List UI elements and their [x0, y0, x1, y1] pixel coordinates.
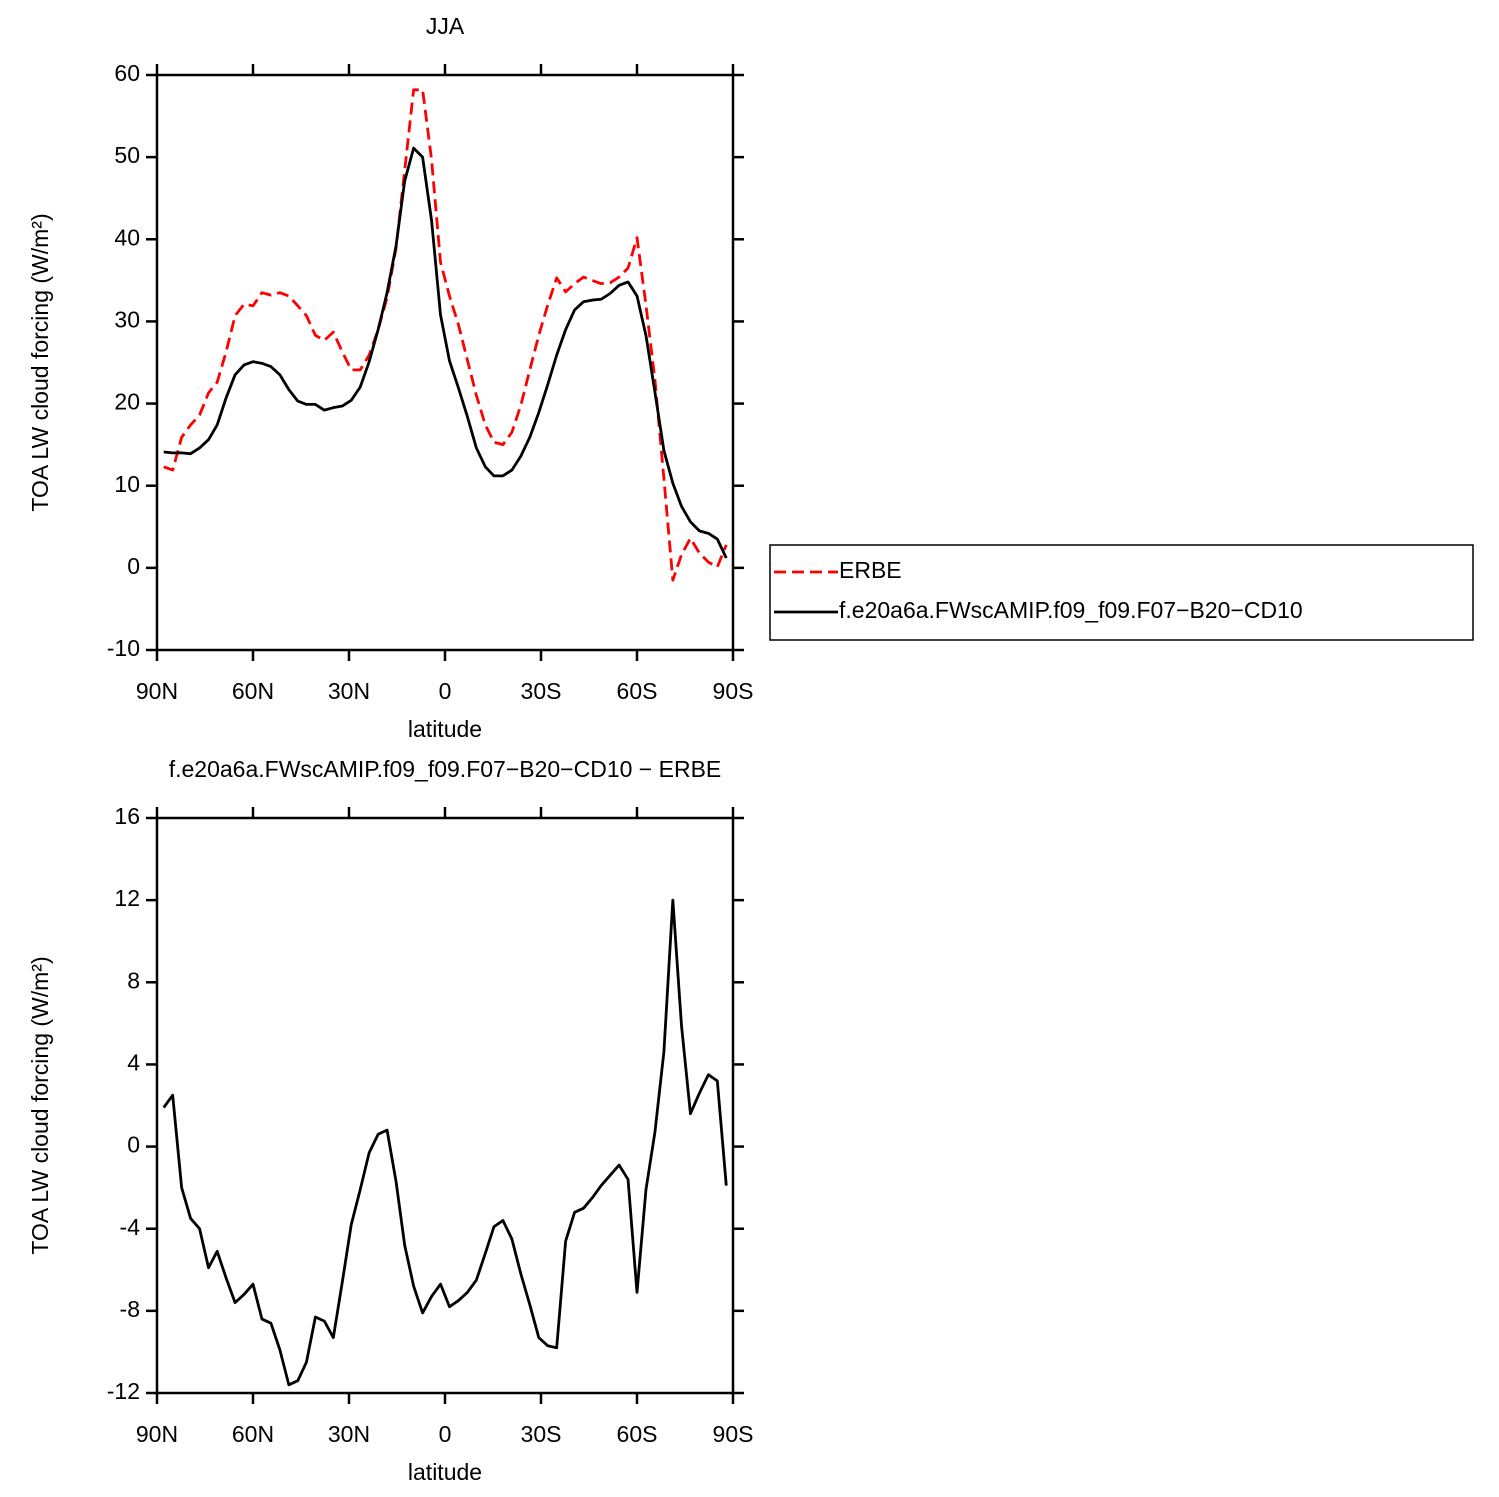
y-axis-label: TOA LW cloud forcing (W/m²): [27, 956, 53, 1254]
x-tick-label: 30N: [328, 1421, 370, 1447]
y-tick-label: 0: [127, 553, 140, 579]
x-tick-label: 90N: [136, 678, 178, 704]
legend-label: f.e20a6a.FWscAMIP.f09_f09.F07−B20−CD10: [839, 597, 1303, 623]
y-axis-label: TOA LW cloud forcing (W/m²): [27, 213, 53, 511]
x-tick-label: 90N: [136, 1421, 178, 1447]
y-tick-label: 30: [114, 307, 140, 333]
chart-title: f.e20a6a.FWscAMIP.f09_f09.F07−B20−CD10 −…: [169, 756, 722, 782]
y-tick-label: 8: [127, 967, 140, 993]
legend-box: [769, 544, 1474, 641]
x-tick-label: 30S: [521, 678, 562, 704]
x-tick-label: 90S: [713, 678, 754, 704]
plot-frame: [155, 816, 735, 1395]
y-tick-label: -4: [120, 1214, 141, 1240]
x-tick-label: 90S: [713, 1421, 754, 1447]
y-tick-label: 60: [114, 60, 140, 86]
data-line: [162, 898, 728, 1387]
y-tick-label: 40: [114, 224, 140, 250]
y-tick-label: -12: [107, 1378, 140, 1404]
y-tick-label: 0: [127, 1132, 140, 1158]
x-axis-label: latitude: [408, 1459, 482, 1485]
x-tick-label: 30S: [521, 1421, 562, 1447]
chart-title: JJA: [426, 13, 465, 39]
y-tick-label: 20: [114, 389, 140, 415]
plot-frame: [155, 73, 735, 652]
legend-label: ERBE: [839, 557, 902, 583]
y-tick-label: -8: [120, 1296, 140, 1322]
x-tick-label: 60N: [232, 678, 274, 704]
x-tick-label: 0: [439, 678, 452, 704]
x-tick-label: 60N: [232, 1421, 274, 1447]
x-axis-label: latitude: [408, 716, 482, 742]
y-tick-label: 16: [114, 803, 140, 829]
y-tick-label: 10: [114, 471, 140, 497]
x-tick-label: 60S: [617, 678, 658, 704]
data-line: [163, 88, 728, 582]
x-tick-label: 30N: [328, 678, 370, 704]
y-tick-label: 12: [114, 885, 140, 911]
y-tick-label: -10: [107, 635, 140, 661]
data-line: [163, 146, 728, 559]
y-tick-label: 4: [127, 1050, 140, 1076]
x-tick-label: 60S: [617, 1421, 658, 1447]
x-tick-label: 0: [439, 1421, 452, 1447]
y-tick-label: 50: [114, 142, 140, 168]
